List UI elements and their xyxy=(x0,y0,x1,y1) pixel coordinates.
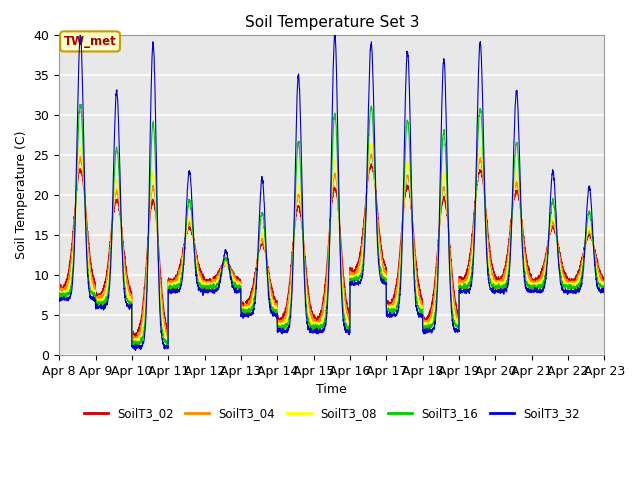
Legend: SoilT3_02, SoilT3_04, SoilT3_08, SoilT3_16, SoilT3_32: SoilT3_02, SoilT3_04, SoilT3_08, SoilT3_… xyxy=(79,402,584,425)
Y-axis label: Soil Temperature (C): Soil Temperature (C) xyxy=(15,131,28,259)
Text: TW_met: TW_met xyxy=(64,35,116,48)
X-axis label: Time: Time xyxy=(316,384,347,396)
Title: Soil Temperature Set 3: Soil Temperature Set 3 xyxy=(244,15,419,30)
